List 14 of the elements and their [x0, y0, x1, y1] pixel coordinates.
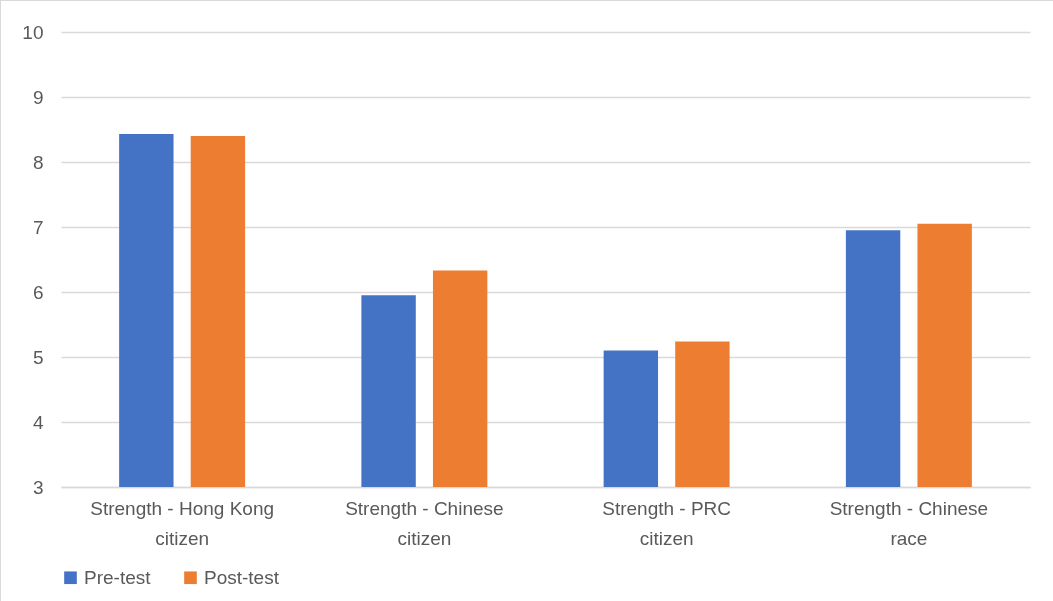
y-tick-label: 7 [32, 216, 44, 238]
x-tick-label: Strength - Chinese race [829, 497, 989, 549]
x-tick-label: Strength - PRC citizen [602, 497, 732, 549]
y-tick-label: 6 [32, 281, 44, 303]
x-tick-label: Strength - Chinese citizen [345, 497, 504, 549]
y-tick-label: 5 [32, 346, 44, 368]
y-tick-label: 4 [32, 411, 44, 433]
y-tick-label: 3 [32, 476, 44, 498]
x-tick-label: Strength - Hong Kong citizen [90, 497, 275, 549]
y-tick-label: 8 [32, 151, 44, 173]
y-tick-label: 9 [32, 86, 44, 108]
y-tick-label: 10 [22, 21, 44, 43]
legend-label: Post-test [204, 566, 280, 588]
legend-label: Pre-test [84, 566, 152, 588]
